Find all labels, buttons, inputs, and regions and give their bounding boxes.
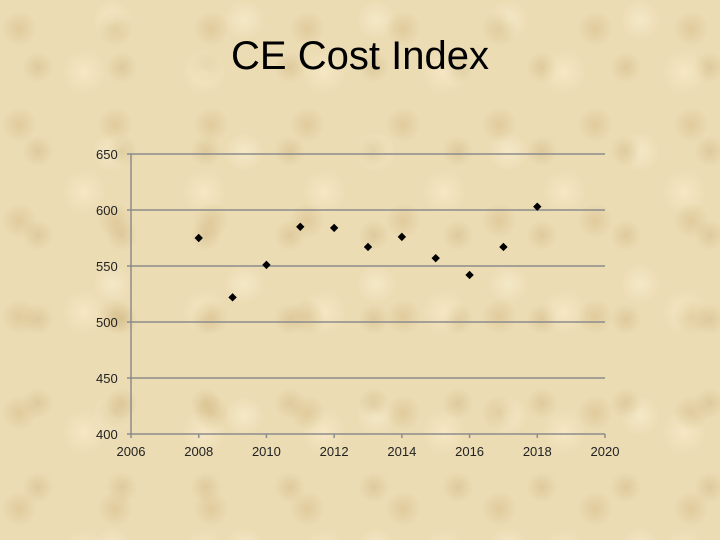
x-tick-label-2018: 2018 bbox=[523, 444, 552, 459]
x-tick-label-2012: 2012 bbox=[320, 444, 349, 459]
x-tick-label-2010: 2010 bbox=[252, 444, 281, 459]
page-title: CE Cost Index bbox=[231, 34, 489, 78]
data-point-2009 bbox=[228, 293, 237, 302]
data-point-2013 bbox=[363, 242, 373, 252]
data-points bbox=[194, 202, 542, 302]
data-point-2012 bbox=[329, 223, 339, 233]
x-tick-label-2006: 2006 bbox=[117, 444, 146, 459]
y-tick-label-550: 550 bbox=[96, 259, 118, 274]
x-axis-tick-labels: 2006 2008 2010 2012 2014 2016 2018 2020 bbox=[117, 444, 620, 459]
x-tick-label-2020: 2020 bbox=[591, 444, 620, 459]
x-tick-label-2016: 2016 bbox=[455, 444, 484, 459]
y-tick-label-400: 400 bbox=[96, 427, 118, 442]
data-point-2016 bbox=[465, 270, 474, 280]
y-axis-tick-labels: 400 450 500 550 600 650 bbox=[96, 147, 118, 442]
data-point-2018 bbox=[533, 202, 542, 211]
data-point-2015 bbox=[431, 253, 440, 263]
data-point-2011 bbox=[296, 222, 305, 231]
x-tick-label-2008: 2008 bbox=[184, 444, 213, 459]
x-tick-label-2014: 2014 bbox=[387, 444, 416, 459]
y-tick-label-450: 450 bbox=[96, 371, 118, 386]
y-tick-label-600: 600 bbox=[96, 203, 118, 218]
data-point-2017 bbox=[499, 242, 508, 252]
data-point-2010 bbox=[262, 260, 271, 270]
gridlines bbox=[131, 153, 605, 379]
y-tick-label-650: 650 bbox=[96, 147, 118, 162]
axes bbox=[127, 153, 606, 438]
data-point-2014 bbox=[397, 232, 407, 242]
y-tick-label-500: 500 bbox=[96, 315, 118, 330]
data-point-2008 bbox=[194, 233, 203, 243]
